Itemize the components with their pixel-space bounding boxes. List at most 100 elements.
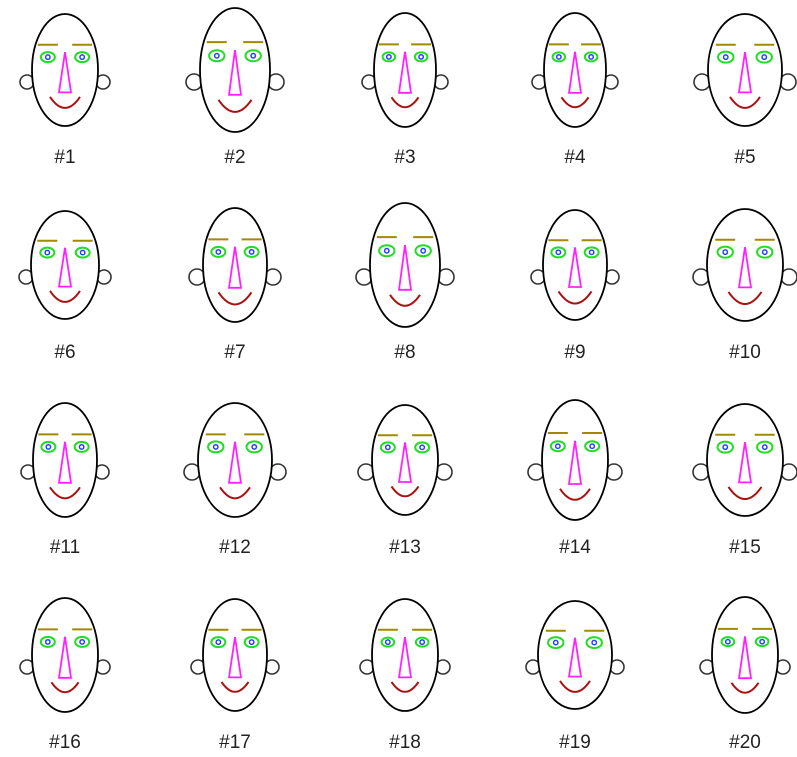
eye [720, 636, 736, 648]
face [19, 597, 111, 713]
mouth [49, 96, 81, 109]
eye [40, 440, 57, 453]
pupil [384, 639, 391, 646]
face [20, 402, 110, 518]
face [183, 402, 287, 518]
head [197, 402, 273, 518]
eye [756, 440, 774, 454]
head [373, 12, 437, 128]
nose [397, 51, 413, 94]
eye [716, 440, 734, 454]
head [32, 402, 98, 518]
head [202, 598, 268, 712]
mouth [219, 486, 251, 500]
eye [414, 441, 431, 454]
pupil [383, 247, 390, 254]
eye [245, 440, 263, 454]
face [693, 13, 797, 127]
nose [397, 442, 413, 483]
nose [737, 51, 753, 94]
nose [397, 636, 413, 679]
mouth [50, 681, 80, 694]
pupil [79, 54, 86, 61]
face-label: #10 [729, 342, 761, 363]
face-label: #5 [734, 147, 755, 168]
face-label: #6 [54, 342, 75, 363]
face-label: #12 [219, 537, 251, 558]
nose [227, 441, 243, 484]
mouth [557, 290, 593, 305]
eye [414, 244, 432, 258]
pupil [251, 443, 258, 450]
eye [754, 636, 770, 648]
pupil [555, 249, 562, 256]
eye [547, 636, 565, 650]
face [692, 208, 797, 322]
pupil [418, 53, 425, 60]
pupil [591, 639, 598, 646]
eye [210, 636, 227, 649]
mouth [560, 96, 590, 109]
nose [227, 636, 243, 679]
eye [73, 440, 90, 453]
pupil [722, 444, 729, 451]
nose [567, 440, 583, 485]
pupil [78, 443, 85, 450]
pupil [44, 638, 51, 645]
nose [567, 51, 583, 94]
head [371, 598, 439, 712]
mouth [49, 290, 81, 303]
eye [755, 50, 773, 64]
pupil [44, 249, 51, 256]
pupil [722, 54, 729, 61]
eye [414, 636, 430, 648]
face-label: #18 [389, 732, 421, 753]
pupil [215, 248, 222, 255]
pupil [588, 249, 595, 256]
eye [716, 245, 734, 259]
face [527, 399, 623, 521]
face [531, 12, 619, 128]
eye [210, 245, 227, 258]
eye [584, 440, 601, 453]
mouth [727, 486, 763, 500]
pupil [761, 444, 768, 451]
face-label: #4 [564, 147, 586, 168]
mouth [220, 681, 250, 693]
pupil [250, 52, 257, 59]
mouth [727, 291, 763, 305]
eye [208, 49, 226, 63]
eye [585, 636, 603, 650]
eye [39, 246, 56, 259]
mouth [390, 681, 420, 693]
mouth [559, 680, 591, 693]
face-label: #1 [54, 147, 75, 168]
mouth [390, 96, 420, 109]
nose [397, 245, 413, 291]
pupil [248, 639, 255, 646]
head [706, 208, 784, 322]
face [190, 598, 280, 712]
face-label: #15 [729, 537, 761, 558]
head [543, 12, 607, 128]
face-label: #9 [564, 342, 585, 363]
eye [583, 51, 599, 63]
head [199, 7, 271, 133]
eye [756, 245, 774, 259]
face [19, 13, 111, 127]
eye [380, 636, 396, 648]
nose [57, 51, 73, 94]
nose [737, 636, 753, 680]
eye [74, 635, 91, 648]
pupil [589, 443, 596, 450]
mouth [217, 99, 253, 113]
head [369, 202, 441, 328]
pupil [215, 639, 222, 646]
face-label: #2 [224, 147, 245, 168]
mouth [729, 96, 761, 109]
face-label: #7 [224, 342, 245, 363]
eye [243, 636, 260, 649]
head [371, 404, 439, 516]
eye [551, 51, 567, 63]
